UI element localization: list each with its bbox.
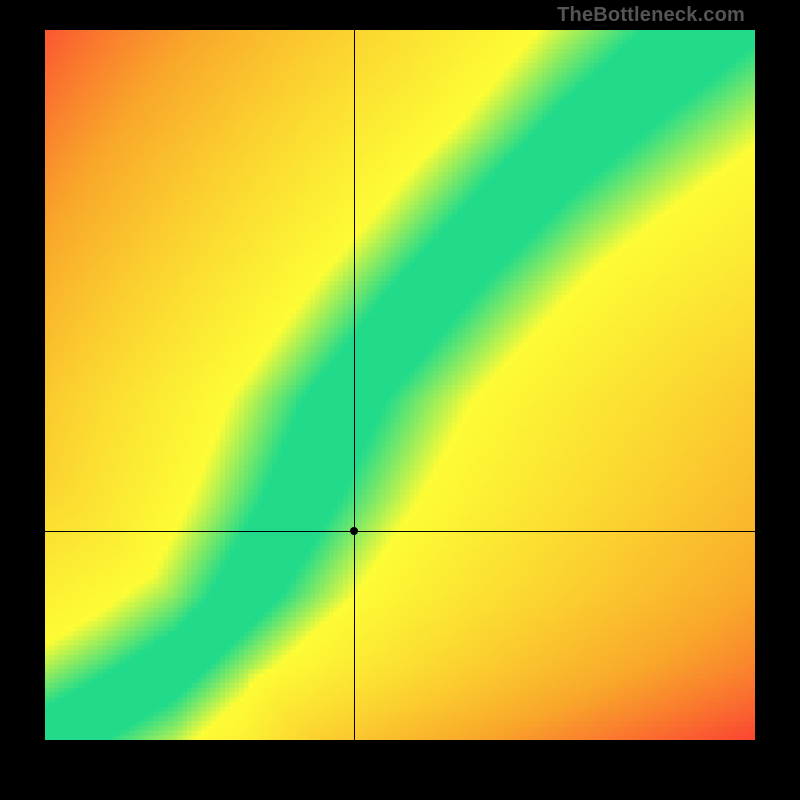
watermark-text: TheBottleneck.com — [557, 4, 745, 27]
crosshair-vertical — [354, 30, 355, 740]
bottleneck-heatmap — [45, 30, 755, 740]
crosshair-marker — [350, 527, 358, 535]
plot-area — [45, 30, 755, 740]
crosshair-horizontal — [45, 531, 755, 532]
